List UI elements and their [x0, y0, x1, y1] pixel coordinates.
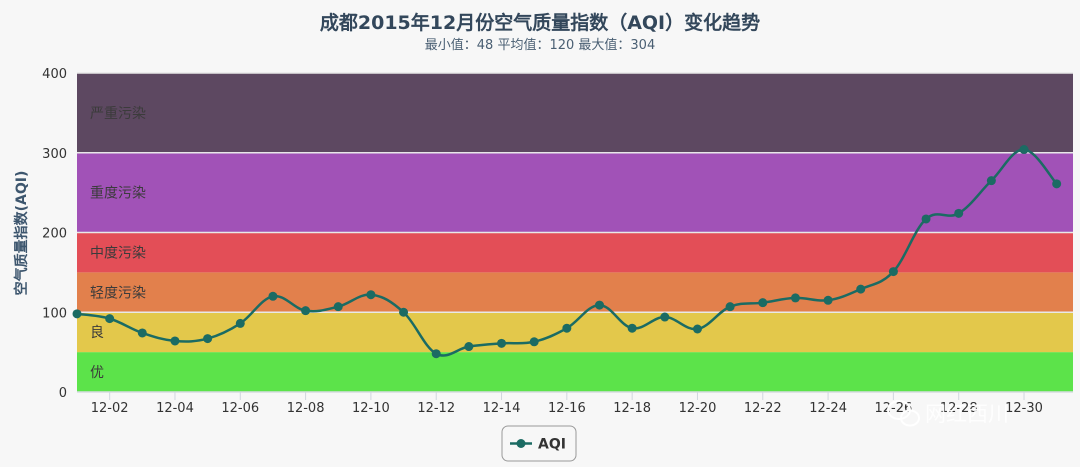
x-tick-label: 12-10 — [352, 401, 390, 416]
data-point[interactable] — [692, 324, 702, 334]
data-point[interactable] — [562, 323, 572, 333]
x-tick-label: 12-04 — [156, 401, 194, 416]
x-tick-label: 12-16 — [548, 401, 586, 416]
data-point[interactable] — [954, 208, 964, 218]
aqi-series — [72, 145, 1062, 359]
band-1 — [77, 312, 1073, 353]
x-tick-label: 12-02 — [91, 401, 129, 416]
data-point[interactable] — [594, 300, 604, 310]
legend-marker — [516, 439, 526, 448]
y-axis-label: 空气质量指数(AQI) — [13, 171, 30, 296]
data-point[interactable] — [235, 318, 245, 328]
y-tick-label: 0 — [59, 386, 67, 401]
data-point[interactable] — [888, 267, 898, 277]
x-tick-label: 12-12 — [417, 401, 455, 416]
data-point[interactable] — [529, 337, 539, 347]
band-4 — [77, 152, 1073, 233]
watermark-text: 网红西川 — [925, 402, 1009, 426]
data-point[interactable] — [627, 323, 637, 333]
data-point[interactable] — [758, 298, 768, 308]
x-tick-label: 12-24 — [809, 401, 847, 416]
aqi-bands: 优 良 轻度污染 中度污染 重度污染 严重污染 — [77, 73, 1073, 392]
data-point[interactable] — [1052, 179, 1062, 189]
band-label-2: 轻度污染 — [90, 285, 146, 301]
data-point[interactable] — [790, 293, 800, 303]
x-tick-label: 12-22 — [744, 401, 782, 416]
data-point[interactable] — [399, 307, 409, 317]
band-label-5: 严重污染 — [90, 106, 146, 122]
y-tick-label: 200 — [42, 227, 67, 242]
chart-subtitle: 最小值：48 平均值：120 最大值：304 — [425, 37, 655, 53]
legend-box — [501, 425, 577, 462]
x-tick-label: 12-30 — [1005, 401, 1043, 416]
x-tick-label: 12-18 — [613, 401, 651, 416]
x-tick-label: 12-08 — [287, 401, 325, 416]
legend-item-aqi[interactable]: AQI — [538, 437, 566, 453]
data-point[interactable] — [823, 295, 833, 305]
x-tick-label: 12-20 — [679, 401, 717, 416]
band-label-0: 优 — [90, 365, 104, 381]
data-point[interactable] — [72, 309, 82, 319]
data-point[interactable] — [268, 291, 278, 301]
data-point[interactable] — [497, 338, 507, 348]
y-axis-ticks: 0 100 200 300 400 — [42, 67, 67, 401]
data-point[interactable] — [105, 314, 115, 324]
legend[interactable]: AQI — [501, 425, 577, 462]
band-2 — [77, 272, 1073, 313]
data-point[interactable] — [366, 290, 376, 300]
data-point[interactable] — [856, 284, 866, 294]
data-point[interactable] — [464, 342, 474, 352]
x-axis-ticks: 12-02 12-04 12-06 12-08 12-10 12-12 12-14 12-16… — [77, 391, 1073, 416]
wechat-icon — [887, 400, 920, 427]
band-label-3: 中度污染 — [90, 245, 146, 261]
data-point[interactable] — [170, 336, 180, 346]
data-point[interactable] — [203, 334, 213, 344]
band-label-1: 良 — [90, 325, 104, 341]
band-3 — [77, 232, 1073, 273]
band-5 — [77, 73, 1073, 153]
data-point[interactable] — [1019, 145, 1029, 155]
x-tick-label: 12-14 — [483, 401, 521, 416]
watermark: 网红西川 — [887, 400, 1009, 427]
band-0 — [77, 352, 1073, 392]
data-point[interactable] — [333, 302, 343, 312]
chart-title: 成都2015年12月份空气质量指数（AQI）变化趋势 — [320, 11, 760, 34]
data-point[interactable] — [921, 214, 931, 224]
data-point[interactable] — [137, 328, 147, 338]
data-point[interactable] — [725, 302, 735, 312]
x-tick-label: 12-06 — [221, 401, 259, 416]
x-tick-label: 12-28 — [940, 401, 978, 416]
y-tick-label: 300 — [42, 147, 67, 162]
y-tick-label: 100 — [42, 306, 67, 321]
data-point[interactable] — [301, 306, 311, 316]
data-point[interactable] — [986, 176, 996, 186]
data-point[interactable] — [431, 349, 441, 359]
band-label-4: 重度污染 — [90, 186, 146, 202]
y-tick-label: 400 — [42, 67, 67, 82]
data-point[interactable] — [660, 312, 670, 322]
